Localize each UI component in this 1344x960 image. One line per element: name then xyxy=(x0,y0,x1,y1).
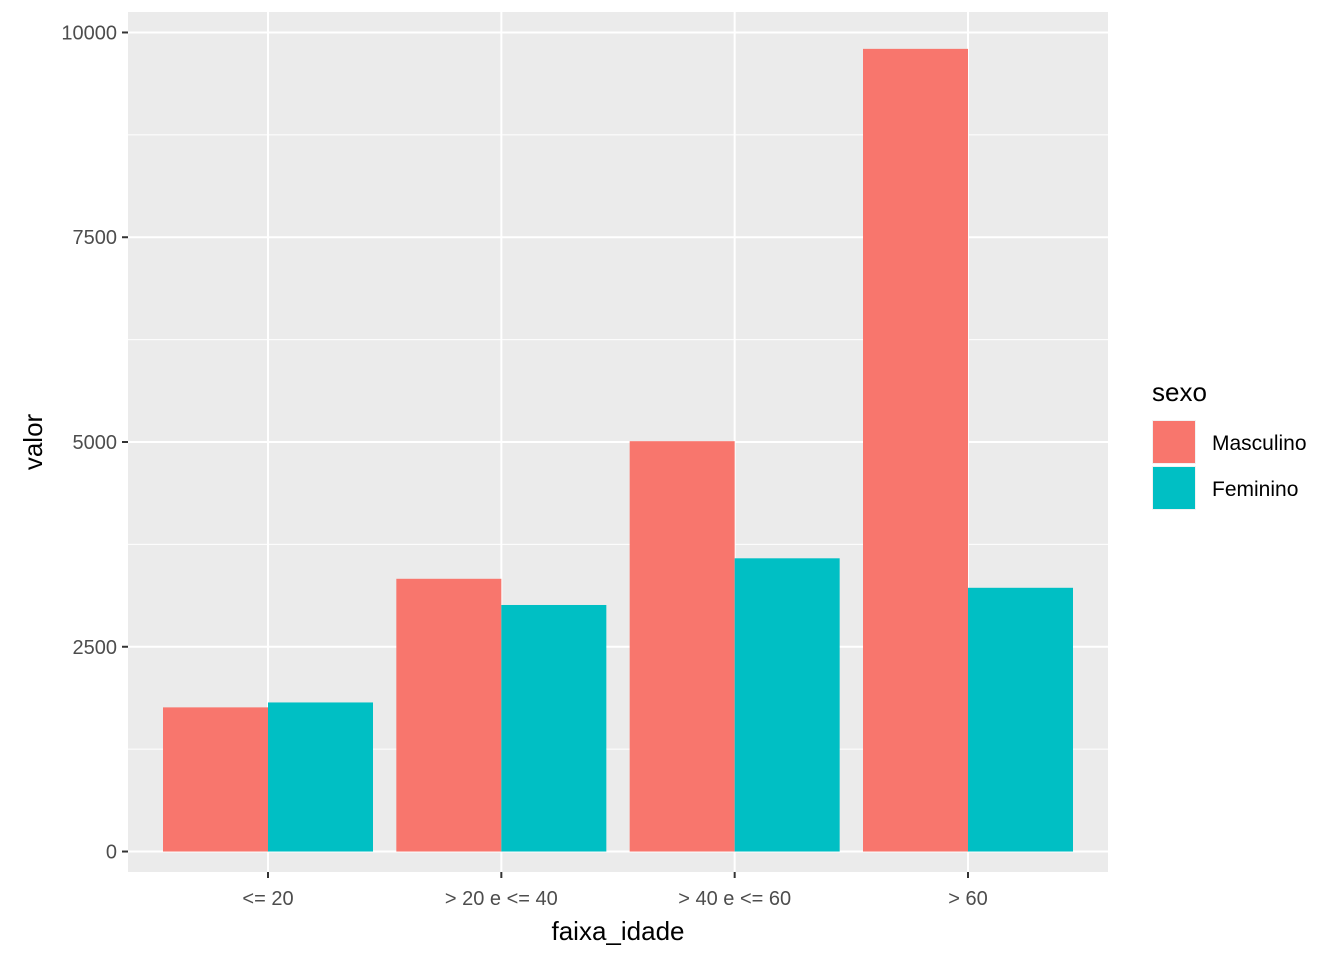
legend-label: Masculino xyxy=(1212,432,1307,455)
x-tick-label: > 20 e <= 40 xyxy=(445,888,558,910)
bars xyxy=(163,48,1073,852)
bar-masculino xyxy=(863,48,968,852)
y-tick-label: 7500 xyxy=(73,227,118,249)
x-tick-label: <= 20 xyxy=(242,888,293,910)
x-tick-label: > 40 e <= 60 xyxy=(678,888,791,910)
bar-feminino xyxy=(268,702,373,852)
bar-masculino xyxy=(396,578,502,852)
x-tick-label: > 60 xyxy=(948,888,987,910)
y-tick-label: 5000 xyxy=(73,432,118,454)
bar-feminino xyxy=(968,587,1073,852)
legend-swatch-masculino xyxy=(1153,421,1195,463)
y-tick-label: 10000 xyxy=(61,22,117,44)
bar-feminino xyxy=(501,604,607,852)
bar-masculino xyxy=(163,707,268,852)
x-axis: <= 20 > 20 e <= 40 > 40 e <= 60 > 60 xyxy=(242,872,988,910)
y-tick-label: 2500 xyxy=(73,637,118,659)
legend-title: sexo xyxy=(1152,377,1207,407)
bar-masculino xyxy=(629,441,735,852)
legend-label: Feminino xyxy=(1212,478,1298,501)
legend: sexo Masculino Feminino xyxy=(1152,377,1307,510)
legend-swatch-feminino xyxy=(1153,467,1195,509)
y-axis-title: valor xyxy=(18,413,48,470)
y-tick-label: 0 xyxy=(106,842,117,864)
x-axis-title: faixa_idade xyxy=(552,916,685,946)
bar-feminino xyxy=(734,558,840,852)
y-axis: 0 2500 5000 7500 10000 xyxy=(61,22,128,864)
